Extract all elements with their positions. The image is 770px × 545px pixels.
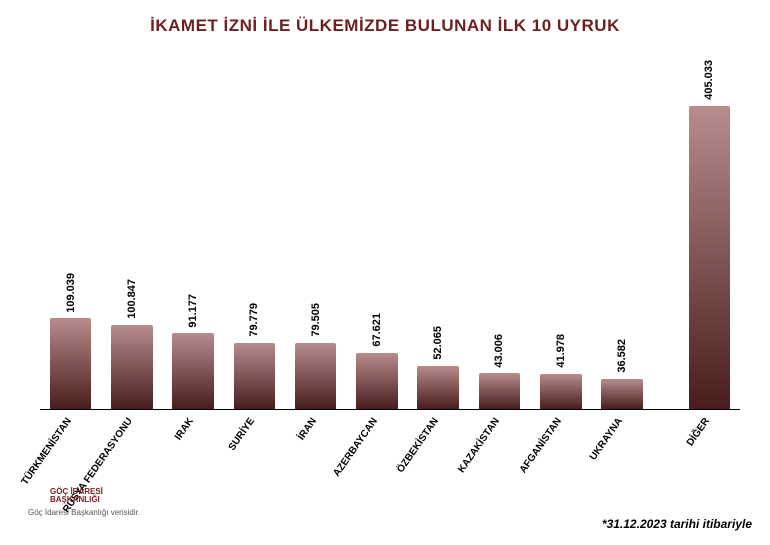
- x-axis-label: İRAN: [296, 416, 319, 442]
- source-text: Göç İdaresi Başkanlığı verisidir.: [28, 508, 140, 517]
- bar: [689, 106, 731, 409]
- bar-value-label: 43.006: [493, 334, 505, 368]
- bar-slot: 100.847: [101, 60, 162, 409]
- bar-slot: 79.505: [285, 60, 346, 409]
- x-axis-label: DİĞER: [685, 416, 712, 448]
- bar: [601, 379, 643, 409]
- bar-slot: 36.582: [591, 60, 652, 409]
- x-label-slot: KAZAKİSTAN: [469, 410, 530, 505]
- bar: [417, 366, 459, 409]
- chart-x-axis: TÜRKMENİSTANRUSYA FEDERASYONUIRAKSURİYEİ…: [40, 410, 740, 505]
- bar-value-label: 67.621: [371, 313, 383, 347]
- bar-value-label: 79.779: [248, 303, 260, 337]
- bar: [172, 333, 214, 409]
- bar: [50, 318, 92, 409]
- x-label-slot: AFGANİSTAN: [530, 410, 591, 505]
- x-axis-label: TÜRKMENİSTAN: [19, 416, 73, 487]
- x-label-slot: İRAN: [285, 410, 346, 505]
- bar-slot: 43.006: [469, 60, 530, 409]
- bar-slot: 67.621: [346, 60, 407, 409]
- logo-line2: BAŞKANLIĞI: [50, 496, 103, 504]
- bar-value-label: 91.177: [187, 294, 199, 328]
- bar-slot: 405.033: [679, 60, 740, 409]
- bar-slot: 91.177: [163, 60, 224, 409]
- bar-value-label: 41.978: [555, 334, 567, 368]
- bar-value-label: 36.582: [616, 339, 628, 373]
- x-axis-label: IRAK: [173, 416, 196, 442]
- bar: [234, 343, 276, 409]
- bar-value-label: 405.033: [703, 60, 715, 100]
- bar: [540, 374, 582, 409]
- bar-slot: 109.039: [40, 60, 101, 409]
- logo-text: GÖÇ İDARESİ BAŞKANLIĞI: [50, 488, 103, 504]
- bar-value-label: 79.505: [310, 303, 322, 337]
- x-label-slot: ÖZBEKİSTAN: [408, 410, 469, 505]
- bar-slot: 41.978: [530, 60, 591, 409]
- bar-value-label: 109.039: [65, 273, 77, 313]
- bar: [111, 325, 153, 409]
- chart-plot-area: 109.039 100.847 91.177 79.779 79.505 67.621 52…: [40, 60, 740, 410]
- x-label-slot: UKRAYNA: [591, 410, 652, 505]
- chart-title: İKAMET İZNİ İLE ÜLKEMİZDE BULUNAN İLK 10…: [0, 0, 770, 36]
- bar: [479, 373, 521, 409]
- x-axis-label: SURİYE: [227, 416, 257, 453]
- bar-value-label: 100.847: [126, 279, 138, 319]
- x-label-slot: RUSYA FEDERASYONU: [101, 410, 162, 505]
- bar-slot: 79.779: [224, 60, 285, 409]
- x-axis-label: UKRAYNA: [588, 416, 625, 463]
- bar: [295, 343, 337, 409]
- bar: [356, 353, 398, 409]
- source-logo: GÖÇ İDARESİ BAŞKANLIĞI: [28, 487, 103, 505]
- bar-value-label: 52.065: [432, 326, 444, 360]
- footnote: *31.12.2023 tarihi itibariyle: [602, 517, 752, 531]
- crescent-icon: [28, 487, 46, 505]
- bar-slot: 52.065: [408, 60, 469, 409]
- x-label-slot: AZERBAYCAN: [346, 410, 407, 505]
- x-label-slot: DİĞER: [679, 410, 740, 505]
- x-label-slot: IRAK: [163, 410, 224, 505]
- x-label-slot: SURİYE: [224, 410, 285, 505]
